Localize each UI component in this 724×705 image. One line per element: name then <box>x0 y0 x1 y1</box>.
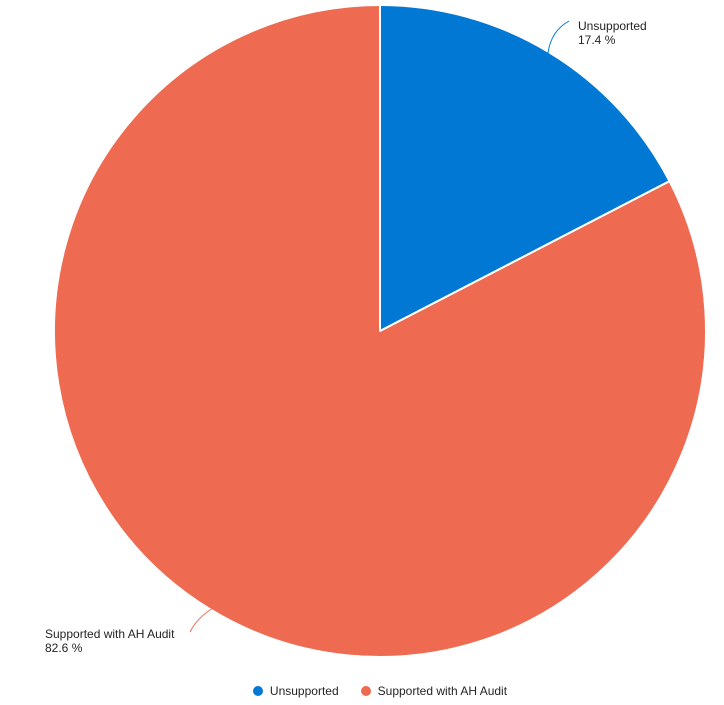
callout-percent: 82.6 % <box>45 641 83 655</box>
legend-item-label: Unsupported <box>269 684 339 698</box>
callout-label-unsupported: Unsupported 17.4 % <box>578 19 647 47</box>
callout-line-supported <box>189 607 214 633</box>
callout-percent: 17.4 % <box>578 33 616 47</box>
callout-category: Supported with AH Audit <box>45 627 175 641</box>
pie-slice-0[interactable] <box>379 4 671 332</box>
callout-line-unsupported <box>547 20 570 54</box>
legend-dot-icon <box>360 686 371 696</box>
callout-category: Unsupported <box>578 19 647 33</box>
legend-dot-icon <box>252 686 263 696</box>
legend-item-unsupported[interactable]: Unsupported <box>252 684 339 698</box>
callout-label-supported: Supported with AH Audit 82.6 % <box>45 627 174 655</box>
legend-item-supported[interactable]: Supported with AH Audit <box>360 684 508 698</box>
legend-item-label: Supported with AH Audit <box>377 684 508 698</box>
legend: Unsupported Supported with AH Audit <box>0 682 724 700</box>
